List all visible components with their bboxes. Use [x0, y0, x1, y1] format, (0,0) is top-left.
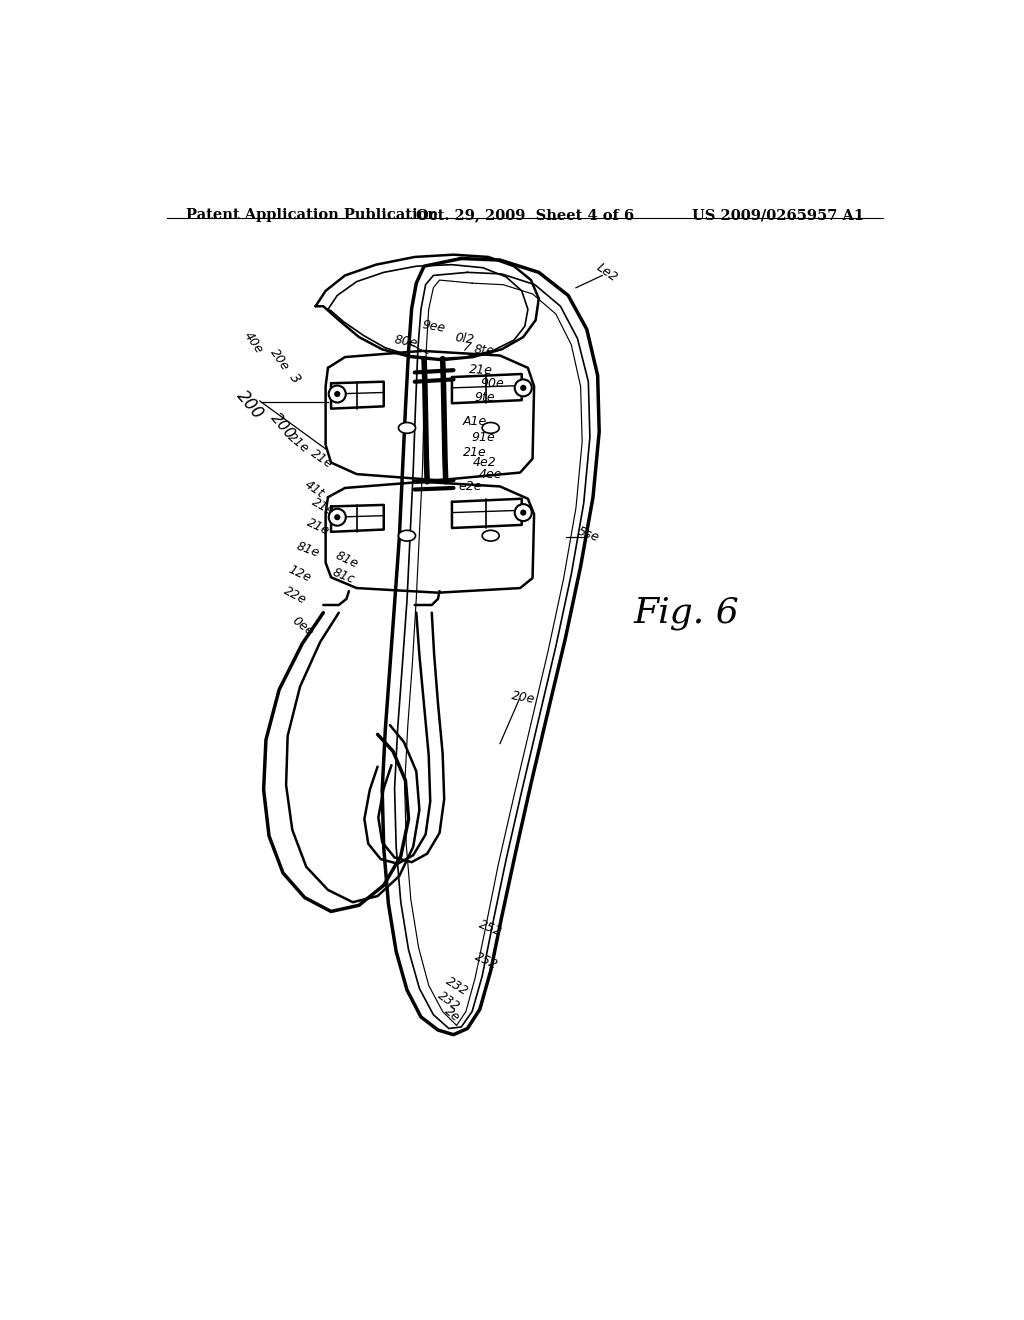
Text: 232: 232	[435, 989, 463, 1014]
Text: 252: 252	[472, 950, 500, 972]
Ellipse shape	[482, 422, 500, 433]
Text: 21e: 21e	[463, 446, 487, 459]
Circle shape	[334, 391, 340, 397]
Text: 80e: 80e	[392, 333, 418, 350]
Text: 40e: 40e	[242, 330, 265, 356]
Circle shape	[329, 385, 346, 403]
Text: 5se: 5se	[575, 524, 601, 544]
Text: Le2: Le2	[594, 260, 620, 284]
Circle shape	[515, 379, 531, 396]
Circle shape	[329, 508, 346, 525]
Text: Patent Application Publication: Patent Application Publication	[186, 209, 438, 223]
Text: 9ee: 9ee	[422, 318, 446, 335]
Circle shape	[520, 510, 526, 516]
Text: 252: 252	[477, 917, 504, 939]
Text: 12e: 12e	[287, 564, 313, 585]
Text: 232: 232	[443, 974, 470, 998]
Text: 200: 200	[268, 411, 298, 442]
Text: 20e: 20e	[510, 689, 537, 706]
Text: US 2009/0265957 A1: US 2009/0265957 A1	[692, 209, 864, 223]
Text: 20e: 20e	[267, 347, 292, 374]
Ellipse shape	[398, 422, 416, 433]
Text: 9te: 9te	[474, 391, 495, 404]
Text: e2e: e2e	[459, 480, 482, 492]
Text: 41t: 41t	[302, 478, 327, 500]
Text: 21e: 21e	[286, 430, 311, 455]
Text: 2e: 2e	[441, 1005, 462, 1024]
Text: Oct. 29, 2009  Sheet 4 of 6: Oct. 29, 2009 Sheet 4 of 6	[416, 209, 634, 223]
Text: 21e: 21e	[304, 516, 332, 537]
Text: 3: 3	[287, 370, 303, 385]
Text: 22e: 22e	[282, 585, 308, 607]
Circle shape	[515, 504, 531, 521]
Circle shape	[334, 513, 340, 520]
Text: 21e: 21e	[468, 363, 493, 378]
Text: 8te: 8te	[474, 343, 496, 358]
Text: 4e2: 4e2	[473, 455, 497, 469]
Text: 0ee: 0ee	[289, 614, 315, 639]
Text: 81c: 81c	[331, 565, 356, 586]
Text: 4ee: 4ee	[479, 467, 503, 480]
Text: A1e: A1e	[463, 416, 487, 428]
Text: 200: 200	[233, 387, 267, 422]
Text: 21e: 21e	[310, 495, 337, 517]
Text: 81e: 81e	[295, 540, 322, 560]
Circle shape	[520, 385, 526, 391]
Text: 81e: 81e	[333, 549, 360, 572]
Text: 91e: 91e	[471, 430, 495, 444]
Text: 0l2: 0l2	[454, 331, 475, 346]
Text: Fig. 6: Fig. 6	[633, 595, 739, 630]
Ellipse shape	[398, 531, 416, 541]
Text: 90e: 90e	[480, 376, 504, 389]
Text: 21e: 21e	[308, 446, 335, 471]
Ellipse shape	[482, 531, 500, 541]
